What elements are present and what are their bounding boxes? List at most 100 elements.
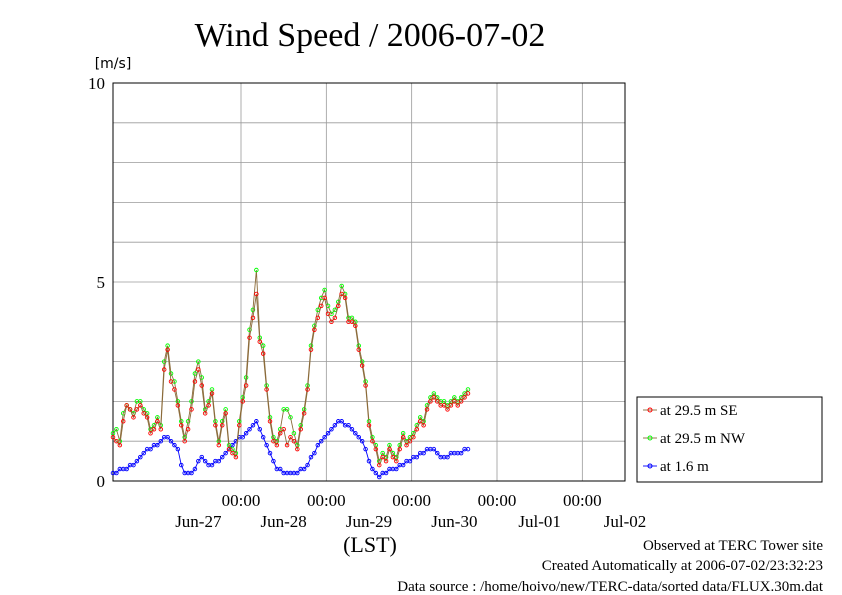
data-point	[383, 458, 389, 464]
data-point	[202, 411, 208, 416]
data-point	[366, 423, 372, 428]
data-point	[254, 419, 259, 424]
data-point	[254, 291, 259, 297]
data-point	[216, 458, 222, 464]
legend-label: at 1.6 m	[660, 459, 709, 475]
data-point	[223, 450, 228, 456]
data-point	[175, 403, 181, 408]
data-point	[209, 391, 215, 396]
y-tick-label: 0	[97, 472, 106, 491]
x-axis-label: (LST)	[343, 532, 397, 557]
data-point	[383, 470, 389, 476]
data-point	[271, 458, 276, 464]
data-point	[336, 303, 341, 309]
data-point	[298, 427, 303, 432]
data-point	[428, 399, 433, 404]
data-point	[267, 419, 273, 424]
data-point	[397, 446, 402, 452]
data-source-note: Data source : /home/hoivo/new/TERC-data/…	[397, 579, 824, 595]
data-point	[155, 442, 160, 448]
data-point	[148, 446, 153, 452]
data-point	[458, 450, 464, 456]
data-point	[134, 407, 140, 412]
data-point	[349, 427, 355, 432]
data-point	[226, 446, 232, 452]
legend-label: at 29.5 m NW	[660, 431, 746, 447]
x-tick-date-label: Jul-02	[604, 512, 647, 531]
data-point	[332, 423, 338, 428]
data-point	[281, 427, 286, 432]
data-point	[223, 411, 228, 416]
x-tick-time-label: 00:00	[307, 491, 346, 510]
data-point	[342, 295, 348, 301]
data-point	[318, 438, 324, 444]
data-point	[308, 347, 314, 352]
data-point	[250, 315, 256, 321]
data-point	[110, 434, 116, 440]
x-tick-time-label: 00:00	[563, 491, 602, 510]
data-point	[240, 434, 245, 440]
data-point	[247, 335, 252, 340]
data-point	[278, 430, 283, 436]
legend-marker	[647, 435, 653, 441]
y-axis-label: [m/s]	[95, 56, 132, 72]
data-point	[452, 399, 457, 404]
data-point	[441, 403, 447, 408]
x-tick-time-label: 00:00	[478, 491, 517, 510]
data-point	[230, 450, 235, 456]
data-point	[329, 319, 334, 325]
data-point	[185, 427, 191, 432]
data-point	[424, 407, 430, 412]
data-point	[288, 434, 293, 440]
data-point	[250, 423, 256, 428]
data-point	[458, 399, 464, 404]
data-point	[373, 470, 379, 476]
data-point	[407, 458, 413, 464]
data-point	[189, 470, 194, 476]
data-point	[376, 474, 382, 480]
data-point	[158, 438, 164, 444]
data-point	[233, 454, 239, 460]
data-point	[325, 430, 331, 436]
data-point	[353, 430, 358, 436]
data-point	[411, 434, 416, 440]
data-point	[366, 458, 372, 464]
data-point	[155, 419, 160, 424]
data-point	[363, 383, 368, 388]
data-point	[158, 427, 164, 432]
data-point	[271, 438, 276, 444]
data-point	[117, 442, 123, 448]
data-point	[216, 442, 222, 448]
data-point	[202, 458, 208, 464]
data-point	[114, 427, 119, 432]
data-point	[182, 438, 187, 444]
data-point	[144, 415, 150, 420]
data-point	[431, 446, 437, 452]
data-point	[359, 438, 365, 444]
x-tick-date-label: Jun-30	[431, 512, 477, 531]
series-group	[110, 267, 471, 480]
data-point	[291, 430, 297, 436]
data-point	[339, 419, 344, 424]
legend-box	[636, 396, 823, 483]
data-point	[196, 367, 201, 372]
data-point	[339, 291, 344, 297]
data-point	[322, 295, 327, 301]
data-point	[213, 423, 218, 428]
plot-frame	[112, 82, 626, 482]
data-point	[288, 415, 293, 420]
data-point	[189, 407, 194, 412]
data-point	[179, 462, 184, 468]
data-point	[380, 454, 385, 460]
data-point	[417, 419, 423, 424]
data-point	[400, 434, 406, 440]
data-point	[257, 339, 263, 344]
data-point	[305, 387, 310, 392]
data-point	[308, 454, 314, 460]
data-point	[267, 450, 273, 456]
x-tick-time-label: 00:00	[392, 491, 431, 510]
data-point	[175, 446, 181, 452]
data-point	[305, 462, 310, 468]
data-point	[120, 419, 126, 424]
